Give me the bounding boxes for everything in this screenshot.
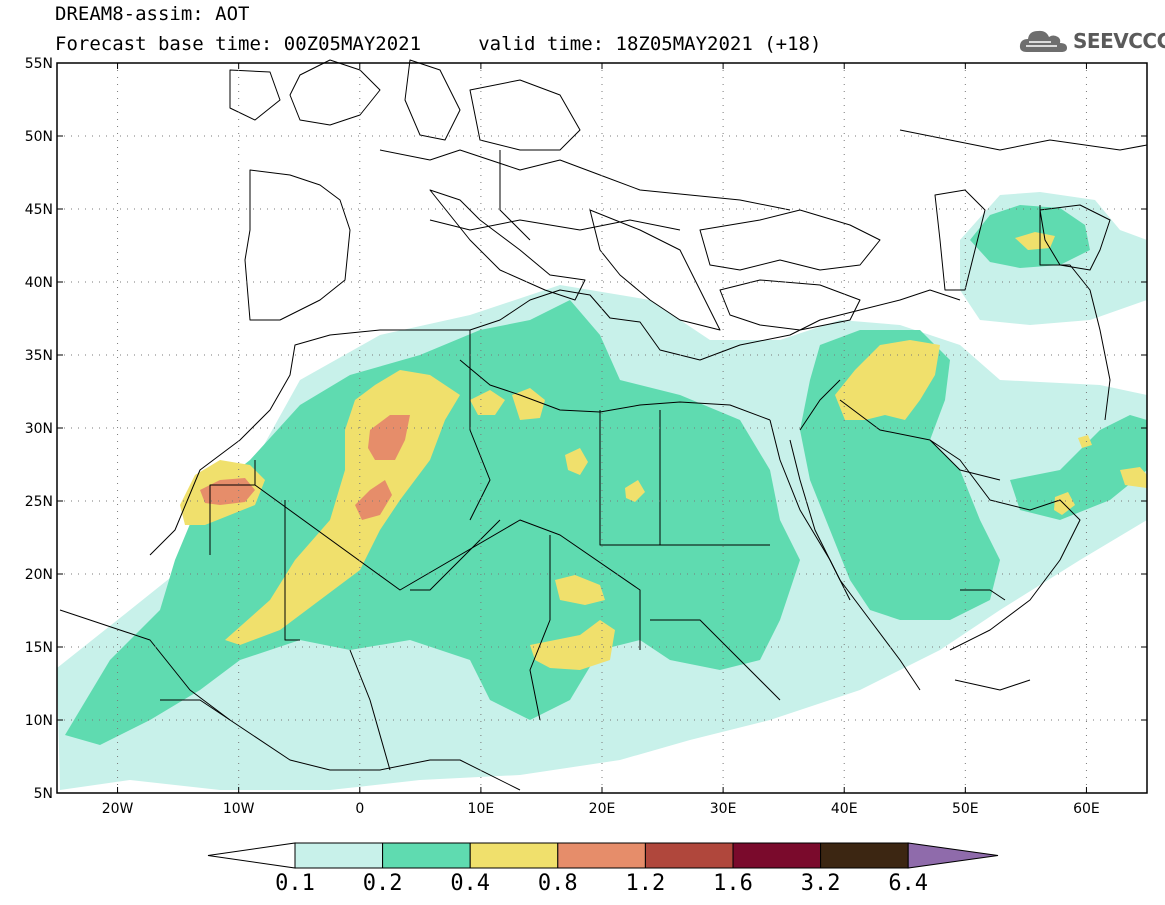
lon-tick-label: 30E — [710, 801, 737, 817]
coastline — [769, 419, 851, 601]
lat-tick-label: 55N — [25, 56, 53, 72]
lon-tick-label: 10W — [223, 801, 255, 817]
lat-tick-label: 5N — [34, 786, 53, 802]
border — [1039, 205, 1111, 421]
border — [529, 535, 551, 721]
aot-area — [530, 620, 615, 670]
colorbar-level-label: 0.2 — [363, 871, 403, 896]
colorbar-high-arrow — [907, 842, 999, 869]
colorbar-level-label: 1.2 — [626, 871, 666, 896]
lat-tick-label: 30N — [25, 421, 53, 437]
border — [349, 649, 391, 771]
aot-area — [565, 448, 588, 475]
border — [960, 589, 1006, 601]
coastline — [929, 439, 1081, 651]
lon-tick-label: 40E — [831, 801, 858, 817]
coastlines-and-borders — [59, 59, 1148, 791]
colorbar-segment — [294, 842, 384, 869]
coastline — [59, 609, 521, 791]
aot-area — [1120, 467, 1147, 488]
aot-area — [835, 340, 940, 420]
lat-tick-label: 15N — [25, 640, 53, 656]
lon-tick-label: 60E — [1073, 801, 1100, 817]
colorbar-segment — [644, 842, 734, 869]
colorbar-low-arrow — [207, 842, 296, 869]
coastline — [404, 59, 461, 141]
border — [410, 519, 501, 591]
cloud-icon — [1019, 30, 1067, 52]
colorbar-level-label: 0.4 — [450, 871, 490, 896]
coastline — [954, 679, 1031, 691]
coastline — [244, 169, 351, 321]
border — [799, 379, 841, 431]
border — [209, 460, 256, 555]
aot-field — [57, 192, 1147, 790]
lat-tick-label: 35N — [25, 348, 53, 364]
border — [284, 500, 300, 641]
colorbar-level-label: 0.8 — [538, 871, 578, 896]
logo-text: SEEVCCC — [1073, 29, 1165, 53]
coastline — [469, 79, 581, 151]
aot-area — [1054, 492, 1075, 515]
lat-tick-label: 45N — [25, 202, 53, 218]
aot-area — [1078, 435, 1092, 448]
border — [429, 219, 681, 231]
aot-area — [512, 388, 545, 420]
colorbar-level-label: 6.4 — [888, 871, 928, 896]
border — [469, 330, 491, 521]
lat-tick-label: 40N — [25, 275, 53, 291]
colorbar-segment — [732, 842, 822, 869]
aot-area — [625, 480, 645, 502]
colorbar-level-label: 1.6 — [713, 871, 753, 896]
lon-tick-label: 20W — [102, 801, 134, 817]
latitude-labels: 55N 50N 45N 40N 35N 30N 25N 20N 15N 10N 5N — [25, 56, 1147, 802]
map-graticule — [57, 63, 1147, 793]
lon-tick-label: 20E — [589, 801, 616, 817]
colorbar-segment — [469, 842, 559, 869]
colorbar: 0.1 0.2 0.4 0.8 1.2 1.6 3.2 6.4 — [207, 842, 999, 896]
aot-area — [1010, 415, 1147, 520]
aot-area — [1015, 232, 1055, 250]
border — [899, 129, 1148, 151]
border — [254, 484, 641, 650]
coastline — [1039, 204, 1111, 271]
forecast-time-line: Forecast base time: 00Z05MAY2021 valid t… — [55, 33, 822, 55]
coastline — [229, 69, 281, 121]
lon-tick-label: 50E — [952, 801, 979, 817]
lat-tick-label: 10N — [25, 713, 53, 729]
lat-tick-label: 20N — [25, 567, 53, 583]
border — [650, 619, 781, 701]
coastline — [719, 279, 861, 331]
colorbar-segment — [557, 842, 646, 869]
border — [379, 149, 791, 211]
coastline — [934, 189, 986, 291]
aot-area — [355, 480, 392, 520]
coastline — [589, 209, 721, 331]
colorbar-level-label: 3.2 — [801, 871, 841, 896]
seevccc-logo: SEEVCCC — [1017, 26, 1165, 56]
aot-area — [555, 575, 605, 605]
lat-tick-label: 25N — [25, 494, 53, 510]
colorbar-level-label: 0.1 — [275, 871, 315, 896]
longitude-labels: 20W 10W 0 10E 20E 30E 40E 50E 60E — [102, 63, 1100, 817]
colorbar-segment — [820, 842, 909, 869]
border — [839, 399, 1001, 481]
coastline — [149, 289, 961, 556]
aot-area — [470, 390, 505, 415]
map-title: DREAM8-assim: AOT — [55, 3, 250, 25]
border — [599, 410, 660, 546]
lon-tick-label: 10E — [468, 801, 495, 817]
border — [499, 150, 531, 241]
lon-tick-label: 0 — [355, 801, 364, 817]
coastline — [429, 189, 586, 301]
aot-area — [368, 415, 410, 460]
colorbar-segment — [382, 842, 471, 869]
border — [160, 699, 231, 721]
lat-tick-label: 50N — [25, 129, 53, 145]
coastline — [699, 209, 881, 271]
coastline — [289, 59, 381, 126]
